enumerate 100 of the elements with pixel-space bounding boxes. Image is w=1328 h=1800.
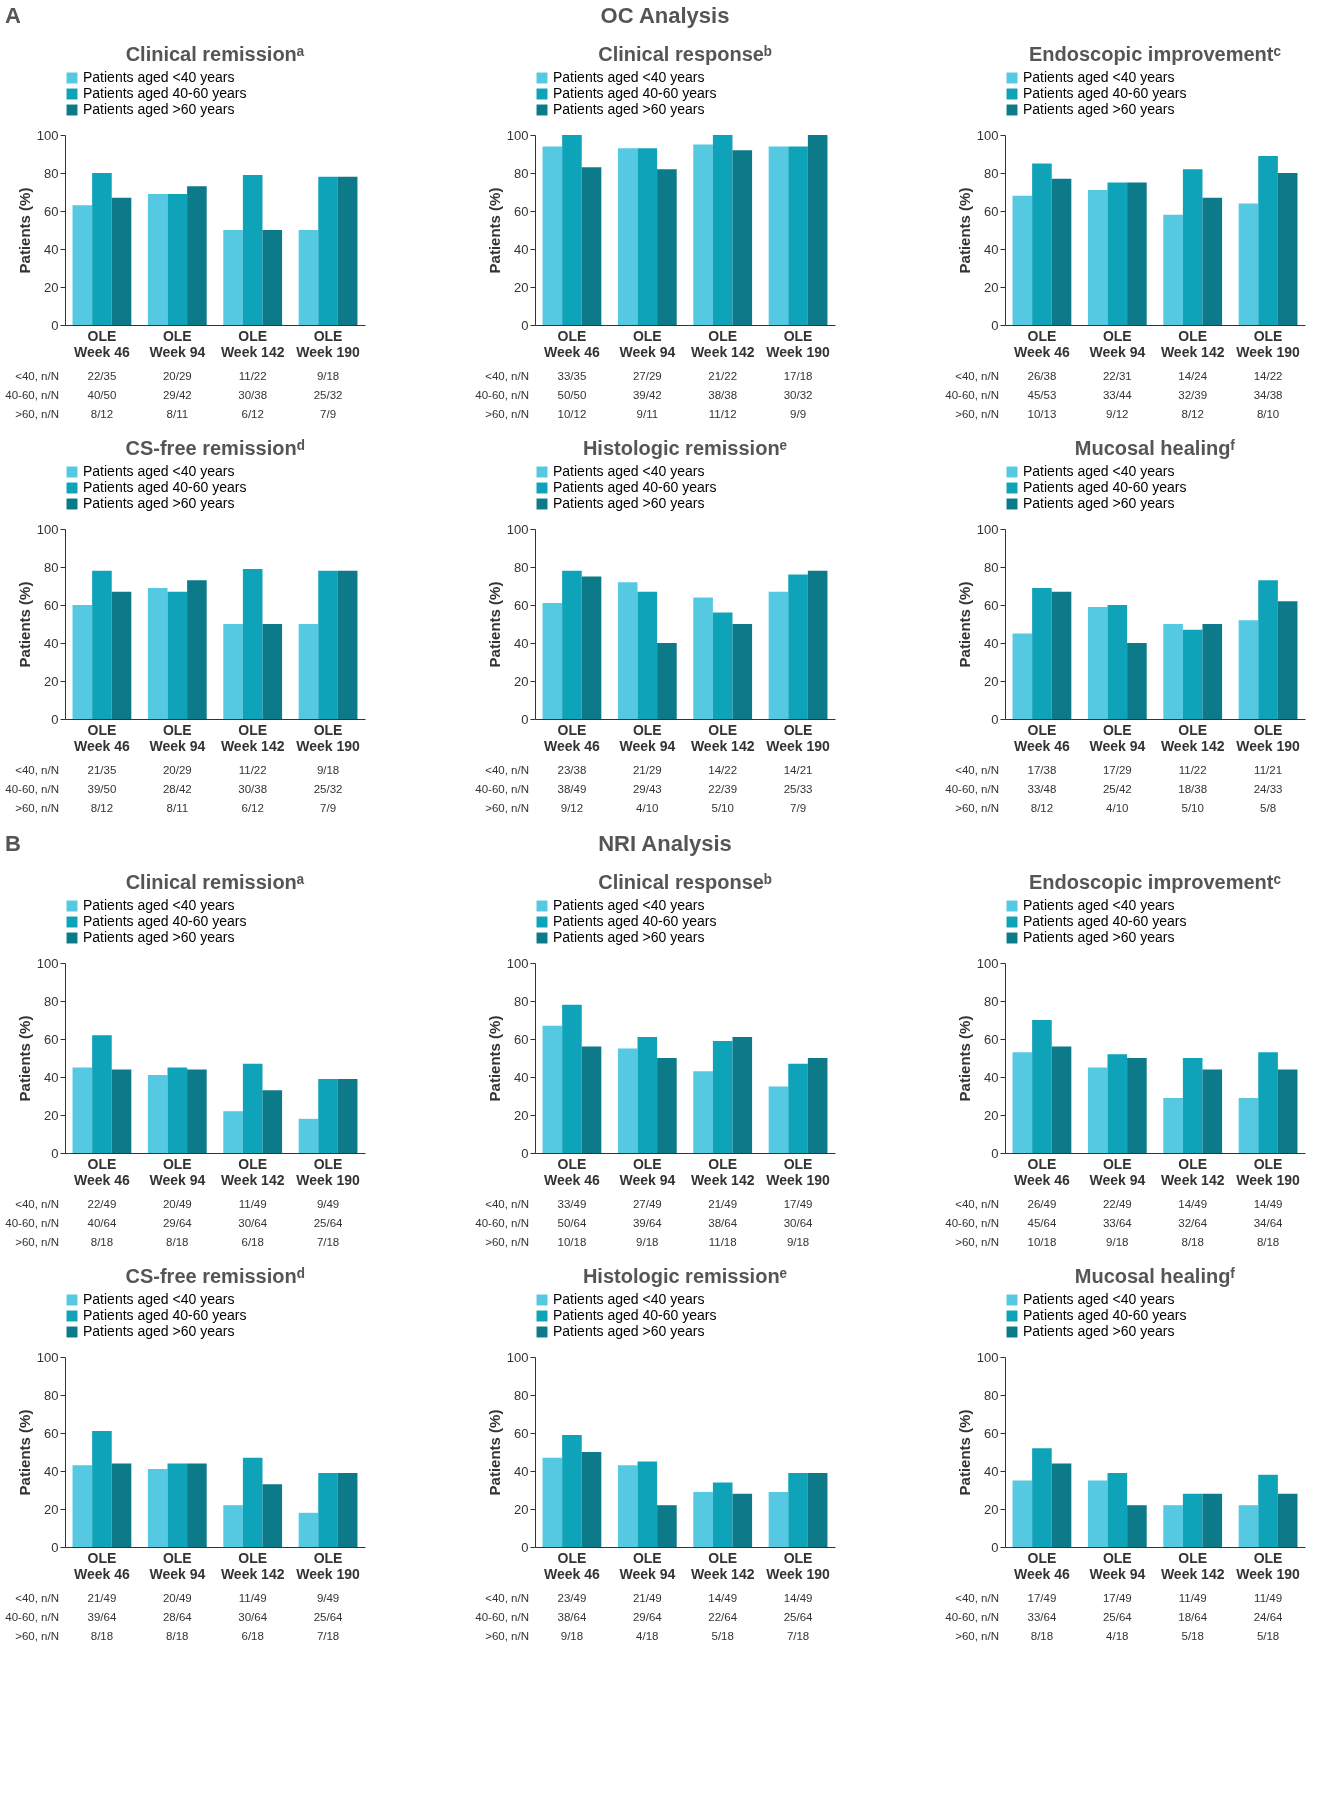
text: 11/21 [1254,764,1283,776]
y-axis-title: Patients (%) [955,187,973,274]
y-tick-label: 20 [514,1107,529,1123]
bar [72,1465,93,1547]
legend-label: Patients aged >60 years [83,1323,235,1339]
text: 21/49 [708,1198,738,1210]
bar [1258,1052,1278,1153]
bar [1182,1058,1203,1153]
y-tick-label: 40 [44,241,59,257]
text: 20/29 [162,370,192,382]
text: >60, n/N [485,1630,529,1642]
legend-label: Patients aged >60 years [553,1323,705,1339]
bar [242,1063,263,1153]
x-tick-label: OLE Week 142 [220,327,285,360]
y-tick-label: 0 [51,1539,59,1555]
x-tick-label: OLE Week 46 [1014,721,1071,754]
bar [1202,197,1223,325]
text: 8/18 [166,1236,189,1248]
x-tick-label: OLE Week 94 [619,327,676,360]
x-tick-label: OLE Week 142 [1160,721,1225,754]
text: 9/18 [560,1630,584,1642]
y-axis-title: Patients (%) [15,581,33,668]
x-tick-label: OLE Week 190 [766,721,831,754]
text: 17/49 [1102,1592,1132,1604]
text: 24/64 [1253,1611,1284,1623]
text: 18/64 [1178,1611,1208,1623]
chart-title: Histologic remissionᵉ [582,1265,788,1287]
text: 38/38 [708,389,738,401]
bar [1182,1493,1203,1547]
text: A [5,3,21,28]
y-tick-label: 100 [36,127,59,143]
text: 7/9 [320,408,337,420]
legend-label: Patients aged 40-60 years [83,913,247,929]
legend-label: Patients aged >60 years [83,495,235,511]
y-tick-label: 40 [514,241,529,257]
y-tick-label: 100 [506,955,529,971]
y-axis-title: Patients (%) [15,1015,33,1102]
bar [542,1457,563,1547]
text: 45/64 [1027,1217,1057,1229]
legend-label: Patients aged >60 years [83,101,235,117]
bar [223,1111,243,1153]
text: 50/64 [557,1217,587,1229]
legend-label: Patients aged <40 years [553,897,705,913]
bar [318,570,338,719]
chart-title: Endoscopic improvementᶜ [1028,43,1282,65]
bar [1107,605,1128,719]
bar [562,1434,582,1547]
y-tick-label: 80 [514,1387,529,1403]
y-tick-label: 60 [44,597,59,613]
y-tick-label: 100 [976,1349,999,1365]
bar [1012,633,1033,719]
bar [92,173,112,325]
bar [807,570,828,719]
legend-label: Patients aged <40 years [553,1291,705,1307]
bar [1107,1054,1128,1153]
text: 21/35 [87,764,117,776]
legend-label: Patients aged >60 years [83,929,235,945]
text: <40, n/N [955,1198,999,1210]
legend-label: Patients aged 40-60 years [553,913,717,929]
bar [768,1086,789,1153]
legend-label: Patients aged <40 years [83,463,235,479]
bar [693,144,713,325]
bar [542,603,563,719]
text: 6/18 [241,1236,264,1248]
text: 7/9 [320,802,337,814]
text: 38/64 [708,1217,738,1229]
y-tick-label: 40 [984,635,999,651]
text: 21/49 [632,1592,662,1604]
text: OC Analysis [600,3,730,28]
bar [167,1067,188,1153]
x-tick-label: OLE Week 142 [220,1549,285,1582]
y-tick-label: 60 [984,597,999,613]
x-tick-label: OLE Week 94 [1089,721,1146,754]
bar [262,1090,283,1153]
bar [111,591,132,719]
bar [1127,1505,1147,1547]
legend-label: Patients aged >60 years [1023,495,1175,511]
y-tick-label: 0 [521,1145,529,1161]
legend-label: Patients aged 40-60 years [553,479,717,495]
y-tick-label: 100 [36,521,59,537]
text: 4/18 [1106,1630,1129,1642]
bar [92,570,112,719]
bar [337,1078,358,1153]
bar [147,1469,168,1547]
chart-title: Clinical responseᵇ [598,43,772,65]
bar [223,624,243,719]
text: 22/64 [708,1611,738,1623]
text: >60, n/N [15,1236,59,1248]
bar [788,574,808,719]
text: 30/64 [238,1217,268,1229]
text: 32/64 [1178,1217,1208,1229]
x-tick-label: OLE Week 46 [544,327,601,360]
text: 40-60, n/N [5,1611,59,1623]
y-tick-label: 60 [514,1425,529,1441]
chart-title: Clinical responseᵇ [598,871,772,893]
y-tick-label: 20 [984,1107,999,1123]
text: 40-60, n/N [475,783,529,795]
x-tick-label: OLE Week 94 [619,1549,676,1582]
text: 17/49 [783,1198,813,1210]
text: 25/42 [1102,783,1132,795]
